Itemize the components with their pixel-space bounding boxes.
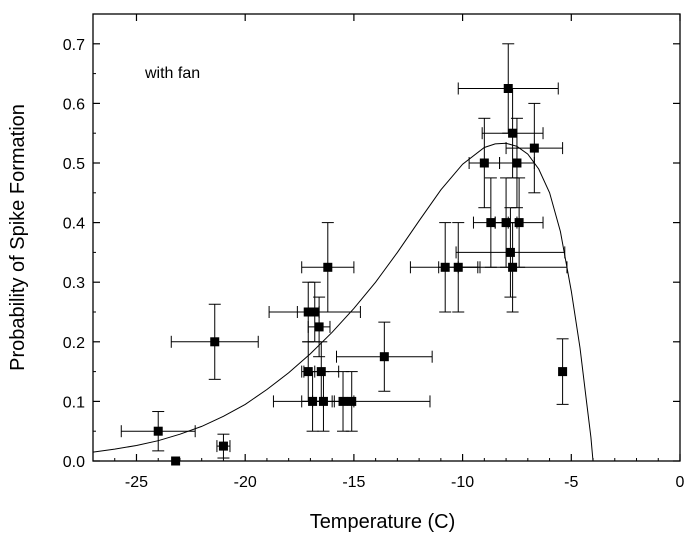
data-point-marker <box>303 307 313 317</box>
y-tick-label: 0.6 <box>63 96 85 113</box>
data-point-marker <box>323 262 333 272</box>
x-axis-ticks: -25 -20 -15 -10 -5 0 <box>92 14 685 491</box>
data-point-marker <box>505 247 515 257</box>
data-point-marker <box>508 262 518 272</box>
data-point-marker <box>440 262 450 272</box>
data-point-marker <box>347 396 357 406</box>
data-point-marker <box>501 218 511 228</box>
data-point-marker <box>171 456 181 466</box>
data-points <box>153 84 568 466</box>
data-point-marker <box>453 262 463 272</box>
plot-frame-rect <box>92 13 681 462</box>
x-tick-label: -25 <box>125 474 148 491</box>
annotation-with-fan: with fan <box>144 65 200 82</box>
data-point-marker <box>314 322 324 332</box>
data-point-marker <box>514 218 524 228</box>
data-point-marker <box>479 158 489 168</box>
x-tick-label: 0 <box>676 474 685 491</box>
x-tick-label: -10 <box>451 474 474 491</box>
data-point-marker <box>153 426 163 436</box>
data-point-marker <box>303 367 313 377</box>
x-axis-title: Temperature (C) <box>310 511 456 533</box>
data-point-marker <box>486 218 496 228</box>
x-tick-label: -15 <box>342 474 365 491</box>
error-bars <box>120 43 569 459</box>
data-point-marker <box>508 128 518 138</box>
y-tick-label: 0.3 <box>63 275 85 292</box>
data-point-marker <box>318 396 328 406</box>
fit-curve-group <box>92 142 594 462</box>
data-point-marker <box>503 84 513 93</box>
y-tick-label: 0.7 <box>63 37 85 54</box>
y-tick-label: 0.0 <box>63 454 85 471</box>
x-tick-label: -20 <box>234 474 257 491</box>
data-point-marker <box>529 143 539 153</box>
data-point-marker <box>308 396 318 406</box>
x-tick-label: -5 <box>564 474 578 491</box>
y-tick-label: 0.4 <box>63 216 85 233</box>
y-axis-title: Probability of Spike Formation <box>7 104 29 371</box>
y-tick-label: 0.2 <box>63 335 85 352</box>
data-point-marker <box>218 441 228 451</box>
y-tick-label: 0.1 <box>63 394 85 411</box>
data-point-marker <box>316 367 326 377</box>
data-point-marker <box>379 352 389 362</box>
y-axis-ticks: 0.0 0.1 0.2 0.3 0.4 0.5 0.6 0.7 <box>63 13 680 471</box>
y-tick-label: 0.5 <box>63 156 85 173</box>
plot-frame <box>92 13 681 462</box>
data-point-marker <box>338 396 348 406</box>
data-point-marker <box>210 337 220 347</box>
data-point-marker <box>512 158 522 168</box>
fit-curve <box>92 142 594 462</box>
data-point-marker <box>310 307 320 317</box>
data-point-marker <box>558 367 568 377</box>
